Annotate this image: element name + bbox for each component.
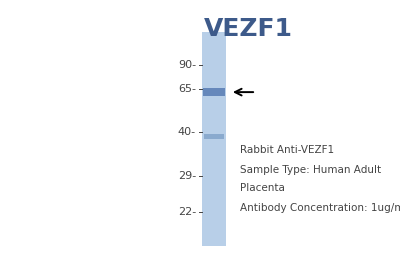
Text: Rabbit Anti-VEZF1: Rabbit Anti-VEZF1: [240, 144, 334, 155]
Text: 65-: 65-: [178, 84, 196, 95]
Text: Antibody Concentration: 1ug/mL: Antibody Concentration: 1ug/mL: [240, 203, 400, 213]
Text: 40-: 40-: [178, 127, 196, 137]
Text: 90-: 90-: [178, 60, 196, 70]
Text: 29-: 29-: [178, 171, 196, 181]
Text: Sample Type: Human Adult: Sample Type: Human Adult: [240, 164, 381, 175]
Bar: [204, 134, 224, 139]
Text: VEZF1: VEZF1: [204, 17, 292, 41]
Bar: [202, 32, 226, 246]
Text: Placenta: Placenta: [240, 183, 285, 193]
Bar: [203, 88, 225, 96]
Text: 22-: 22-: [178, 207, 196, 217]
